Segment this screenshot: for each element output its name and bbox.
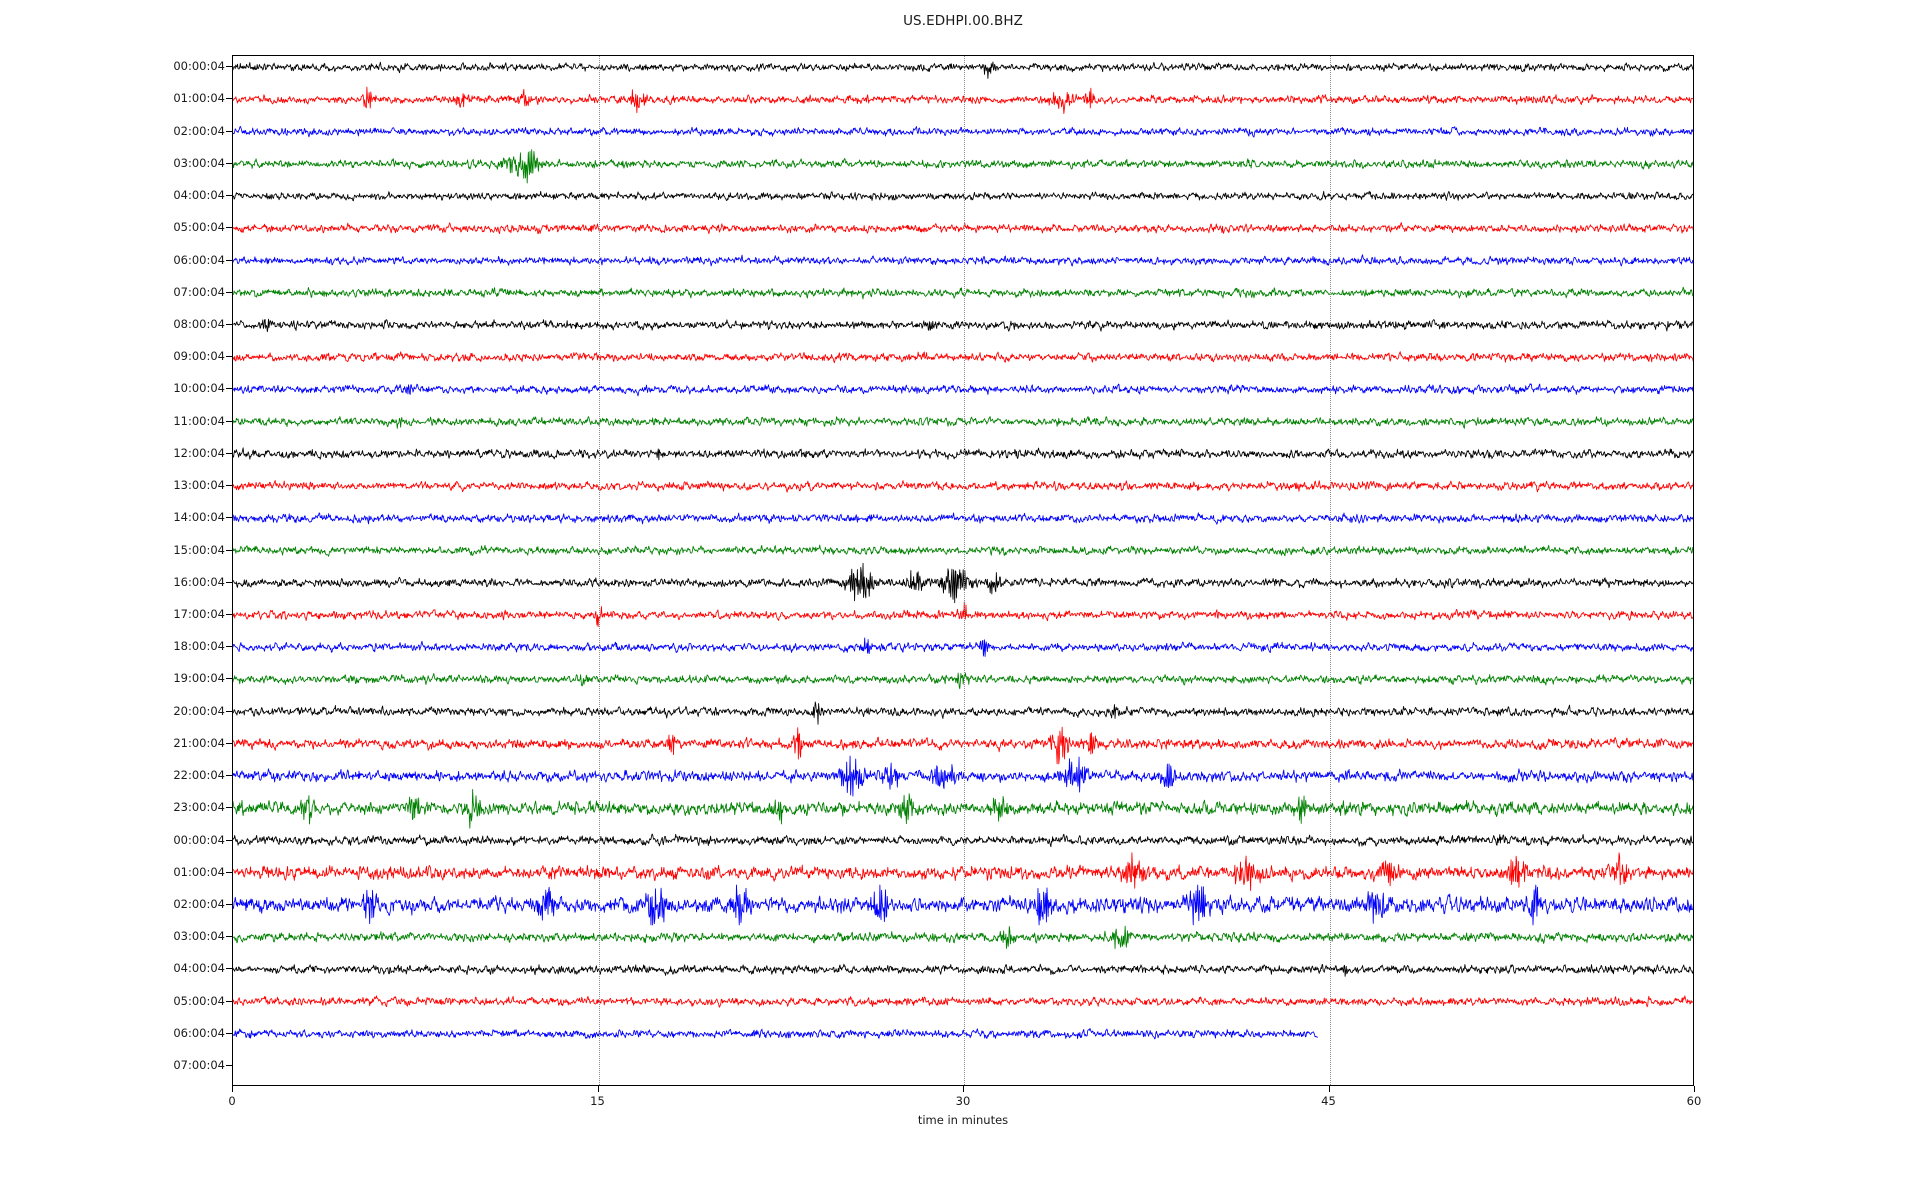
y-tick-label: 06:00:04 [173, 1025, 225, 1040]
x-tick-mark [1328, 1086, 1330, 1092]
y-tick-mark [226, 195, 232, 197]
x-gridline [1329, 56, 1331, 1085]
trace-line [233, 1027, 1318, 1040]
y-tick-label: 08:00:04 [173, 317, 225, 332]
y-tick-mark [226, 581, 232, 583]
y-tick-mark [226, 356, 232, 358]
y-tick-label: 12:00:04 [173, 445, 225, 460]
y-tick-mark [226, 710, 232, 712]
y-tick-mark [226, 420, 232, 422]
y-tick-mark [226, 1065, 232, 1067]
y-tick-mark [226, 807, 232, 809]
x-tick-mark [597, 1086, 599, 1092]
x-tick-mark [1694, 1086, 1695, 1092]
y-tick-label: 22:00:04 [173, 768, 225, 783]
y-tick-label: 06:00:04 [173, 252, 225, 267]
y-tick-label: 04:00:04 [173, 188, 225, 203]
y-tick-mark [226, 291, 232, 293]
y-tick-label: 02:00:04 [173, 896, 225, 911]
y-tick-label: 01:00:04 [173, 864, 225, 879]
y-tick-mark [226, 130, 232, 132]
y-tick-mark [226, 1000, 232, 1002]
y-tick-label: 07:00:04 [173, 284, 225, 299]
y-tick-mark [226, 162, 232, 164]
y-tick-mark [226, 936, 232, 938]
y-tick-label: 20:00:04 [173, 703, 225, 718]
y-tick-mark [226, 388, 232, 390]
y-tick-label: 03:00:04 [173, 155, 225, 170]
x-axis-label: time in minutes [917, 1113, 1009, 1127]
y-tick-mark [226, 968, 232, 970]
y-tick-label: 00:00:04 [173, 832, 225, 847]
y-tick-mark [226, 259, 232, 261]
x-gridline [964, 56, 965, 1085]
y-tick-label: 14:00:04 [173, 510, 225, 525]
y-tick-mark [226, 517, 232, 519]
x-tick-label: 45 [1321, 1094, 1336, 1108]
y-tick-label: 00:00:04 [173, 59, 225, 74]
y-tick-mark [226, 66, 232, 68]
y-tick-mark [226, 903, 232, 905]
y-tick-label: 23:00:04 [173, 800, 225, 815]
y-tick-mark [226, 775, 232, 777]
y-tick-mark [226, 227, 232, 229]
y-tick-mark [226, 549, 232, 551]
x-tick-label: 60 [1686, 1094, 1702, 1108]
y-tick-label: 16:00:04 [173, 574, 225, 589]
y-tick-label: 10:00:04 [173, 381, 225, 396]
y-tick-mark [226, 1032, 232, 1034]
y-tick-label: 04:00:04 [173, 961, 225, 976]
y-tick-mark [226, 452, 232, 454]
y-tick-mark [226, 742, 232, 744]
y-tick-label: 01:00:04 [173, 91, 225, 106]
y-tick-label: 11:00:04 [173, 413, 225, 428]
y-tick-mark [226, 871, 232, 873]
y-tick-label: 13:00:04 [173, 478, 225, 493]
y-tick-mark [226, 613, 232, 615]
x-tick-label: 30 [955, 1094, 971, 1108]
x-tick-label: 15 [590, 1094, 605, 1108]
y-tick-mark [226, 98, 232, 100]
y-tick-label: 05:00:04 [173, 993, 225, 1008]
y-tick-mark [226, 678, 232, 680]
y-tick-label: 02:00:04 [173, 123, 225, 138]
y-tick-mark [226, 485, 232, 487]
y-tick-label: 07:00:04 [173, 1058, 225, 1073]
page-title: US.EDHPI.00.BHZ [903, 13, 1023, 29]
plot-area [232, 55, 1694, 1086]
y-tick-mark [226, 324, 232, 326]
x-gridline [598, 56, 600, 1085]
y-tick-label: 17:00:04 [173, 606, 225, 621]
x-tick-mark [232, 1086, 233, 1092]
y-tick-mark [226, 839, 232, 841]
y-tick-label: 03:00:04 [173, 929, 225, 944]
y-tick-label: 05:00:04 [173, 220, 225, 235]
y-tick-label: 18:00:04 [173, 639, 225, 654]
y-tick-label: 21:00:04 [173, 735, 225, 750]
x-tick-mark [963, 1086, 964, 1092]
y-axis-tick-labels: 00:00:04 01:00:04 02:00:04 03:00:04 04:00:04… [0, 0, 225, 1200]
y-tick-mark [226, 646, 232, 648]
y-tick-label: 09:00:04 [173, 349, 225, 364]
y-tick-label: 15:00:04 [173, 542, 225, 557]
x-tick-label: 0 [228, 1094, 236, 1108]
y-tick-label: 19:00:04 [173, 671, 225, 686]
